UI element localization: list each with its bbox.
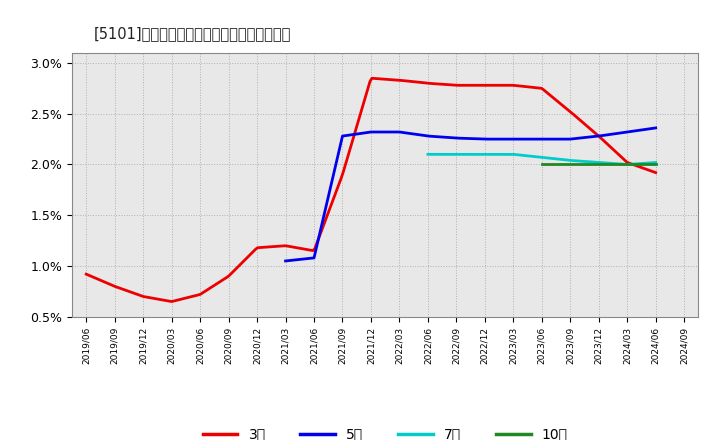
Text: [5101]　経常利益マージンの標準偏差の推移: [5101] 経常利益マージンの標準偏差の推移 [94,26,291,41]
Legend: 3年, 5年, 7年, 10年: 3年, 5年, 7年, 10年 [197,422,573,440]
